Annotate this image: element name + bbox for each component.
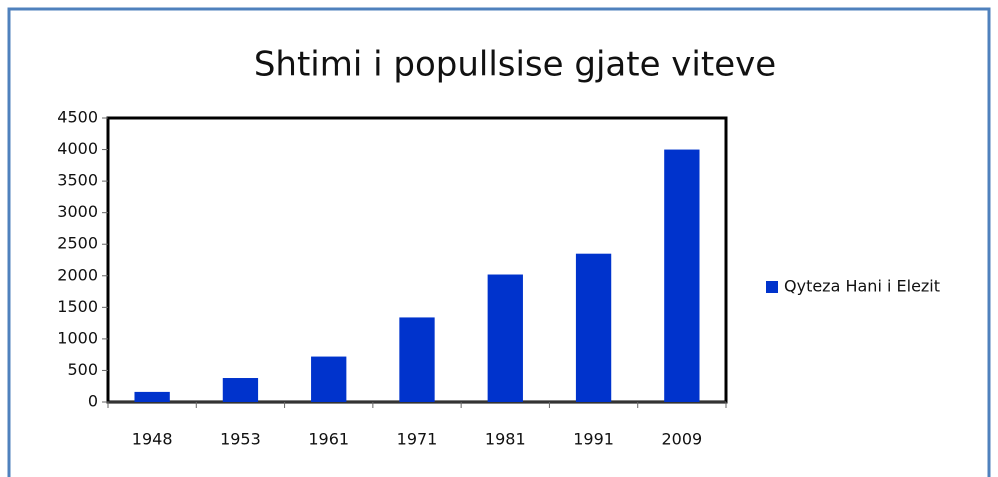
x-tick-label: 1991 [573,430,614,449]
x-tick-label: 1981 [485,430,526,449]
bar [222,378,259,402]
x-tick-label: 1971 [397,430,438,449]
y-tick-label: 4500 [57,108,98,127]
y-tick-label: 3500 [57,171,98,190]
y-tick-label: 4000 [57,139,98,158]
x-tick-label: 1953 [220,430,261,449]
y-tick-label: 3000 [57,202,98,221]
frame [7,7,991,477]
bar [311,356,347,402]
y-tick-label: 2000 [57,265,98,284]
x-tick-label: 1961 [308,430,349,449]
bar [664,149,700,402]
legend-swatch [766,281,778,293]
chart-title: Shtimi i popullsise gjate viteve [254,45,776,85]
y-tick-label: 2500 [57,234,98,253]
bar [134,391,170,402]
y-tick-label: 500 [67,360,98,379]
y-tick-label: 1000 [57,328,98,347]
y-tick-label: 1500 [57,297,98,316]
legend-label: Qyteza Hani i Elezit [784,277,940,296]
x-tick-label: 2009 [661,430,702,449]
y-tick-label: 0 [88,392,98,411]
bar [487,274,523,402]
bar [575,253,612,402]
bar [399,317,435,402]
x-tick-label: 1948 [132,430,173,449]
